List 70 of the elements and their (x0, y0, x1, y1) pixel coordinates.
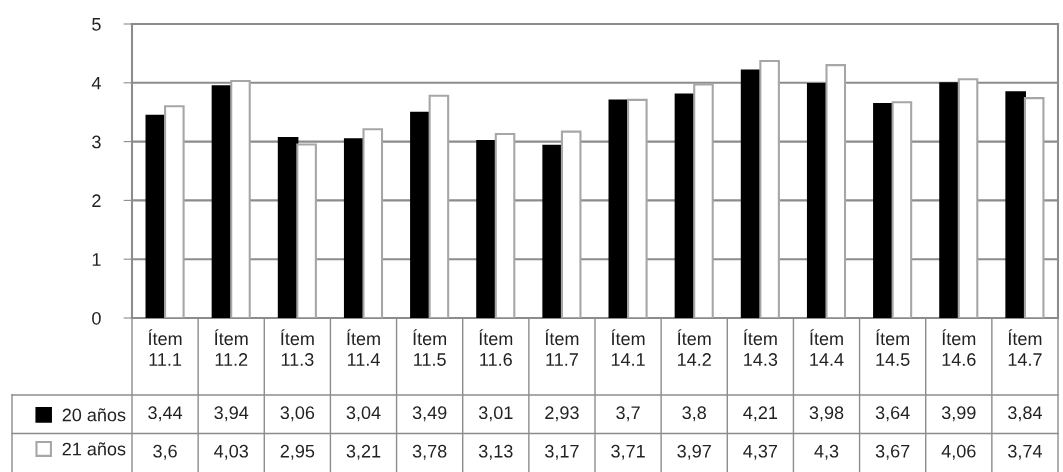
x-tick-label: Ítem 14.5 (876, 329, 910, 366)
data-label: 3,21 (346, 444, 381, 460)
data-label: 2,95 (280, 444, 315, 460)
x-tick-label: Ítem 11.5 (413, 329, 447, 366)
data-label: 3,84 (1008, 406, 1042, 422)
data-label: 3,13 (478, 444, 513, 460)
data-label: 3,6 (153, 444, 177, 460)
x-tick-label: Ítem 11.2 (214, 329, 248, 366)
data-label: 4,37 (743, 444, 778, 460)
data-label: 3,17 (545, 444, 579, 460)
data-label: 3,49 (412, 406, 447, 422)
x-tick-label: Ítem 11.6 (479, 329, 513, 366)
bar (230, 80, 251, 318)
data-label: 4,06 (941, 444, 976, 460)
data-label: 3,8 (682, 406, 706, 422)
data-label: 3,78 (412, 444, 447, 460)
bar (891, 101, 913, 318)
bar (164, 105, 185, 318)
x-tick-label: Ítem 14.6 (942, 329, 976, 366)
y-tick-label: 0 (92, 311, 101, 325)
x-tick-label: Ítem 14.3 (744, 329, 778, 366)
bar (825, 64, 847, 318)
bar (410, 111, 431, 318)
data-label: 2,93 (545, 406, 579, 422)
data-label: 3,94 (214, 406, 249, 422)
data-label: 3,67 (875, 444, 910, 460)
data-label: 3,98 (809, 406, 844, 422)
x-tick-label: Ítem 14.7 (1008, 329, 1042, 366)
bar (560, 130, 582, 318)
bar (627, 98, 648, 318)
y-tick-label: 5 (92, 18, 101, 31)
data-label: 4,21 (743, 406, 778, 422)
data-label: 4,3 (814, 444, 839, 460)
x-tick-label: Ítem 14.2 (677, 329, 711, 366)
bar (476, 139, 497, 318)
data-label: 3,7 (616, 406, 640, 422)
data-label: 4,03 (214, 444, 248, 460)
data-label: 3,74 (1008, 444, 1042, 460)
data-label: 3,06 (280, 406, 315, 422)
data-label: 3,71 (611, 444, 645, 460)
bar (542, 144, 563, 318)
x-tick-label: Ítem 14.4 (810, 329, 844, 366)
y-tick-label: 2 (92, 194, 101, 207)
y-tick-label: 1 (92, 253, 101, 266)
y-tick-label: 3 (92, 135, 101, 149)
data-label: 3,99 (941, 406, 976, 422)
x-tick-label: Ítem 11.7 (545, 329, 579, 366)
legend-label: 20 años (62, 408, 126, 422)
bar (1005, 91, 1026, 318)
x-tick-label: Ítem 11.3 (281, 329, 314, 366)
bar (428, 94, 450, 318)
data-label: 3,01 (478, 406, 513, 422)
bar (296, 143, 317, 318)
data-label: 3,64 (875, 406, 910, 422)
bar (362, 128, 384, 318)
bar (494, 132, 516, 318)
data-label: 3,44 (148, 406, 183, 422)
bar (1023, 97, 1045, 318)
x-tick-label: Ítem 11.4 (347, 329, 380, 366)
bar (693, 83, 714, 318)
x-tick-label: Ítem 11.1 (148, 329, 182, 366)
data-label: 3,04 (346, 406, 381, 422)
bar (873, 102, 894, 318)
y-tick-label: 4 (91, 76, 101, 90)
data-label: 3,97 (677, 444, 711, 460)
x-tick-label: Ítem 14.1 (611, 329, 645, 366)
bar (957, 78, 979, 318)
bar (939, 82, 960, 318)
legend-label: 21 años (62, 442, 126, 456)
bar (759, 60, 780, 318)
